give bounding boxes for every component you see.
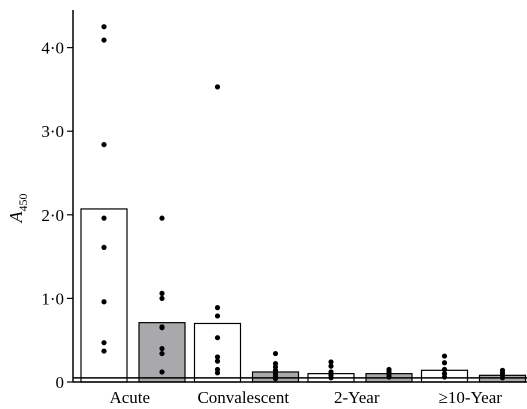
y-axis-ticks: 0 1·0 2·0 3·0 4·0 (41, 39, 73, 392)
points-layer (101, 24, 506, 382)
y-tick-label: 0 (56, 373, 65, 392)
bars-layer (80, 208, 527, 383)
data-point (159, 350, 165, 357)
data-point (214, 354, 221, 360)
y-tick-label: 4·0 (41, 39, 64, 58)
data-point (101, 215, 107, 221)
data-point (272, 376, 279, 382)
x-category-label: Convalescent (197, 388, 289, 407)
data-point (441, 374, 448, 380)
y-tick-label: 3·0 (41, 122, 64, 141)
data-point (101, 141, 107, 148)
data-point (159, 325, 165, 331)
y-axis-label-subscript: 450 (16, 194, 30, 212)
data-point (441, 360, 448, 366)
data-point (386, 374, 392, 380)
y-tick-label: 1·0 (41, 289, 64, 308)
data-point (214, 335, 221, 341)
data-point (101, 24, 107, 30)
x-category-label: Acute (109, 388, 150, 407)
data-point (101, 348, 107, 354)
data-point (101, 37, 107, 43)
data-point (159, 295, 165, 302)
data-point (214, 358, 221, 364)
data-point (214, 84, 221, 90)
x-category-label: ≥10-Year (439, 388, 503, 407)
data-point (272, 350, 279, 357)
data-point (328, 359, 334, 365)
y-axis-label: A450 (6, 194, 30, 224)
data-point (441, 353, 448, 359)
data-point (159, 215, 165, 221)
data-point (101, 299, 107, 305)
data-point (214, 370, 221, 376)
data-point (101, 244, 107, 251)
y-tick-label: 2·0 (41, 206, 64, 225)
data-point (101, 340, 107, 346)
data-point (214, 313, 221, 319)
data-point (159, 369, 165, 375)
bar-open-0 (80, 208, 128, 383)
y-axis-label-main: A (6, 211, 26, 224)
data-point (159, 290, 165, 296)
x-axis-labels: Acute Convalescent 2-Year ≥10-Year (109, 388, 502, 407)
data-point (214, 305, 221, 311)
data-point (441, 366, 448, 373)
x-category-label: 2-Year (334, 388, 380, 407)
data-point (328, 363, 334, 369)
data-point (159, 345, 165, 352)
